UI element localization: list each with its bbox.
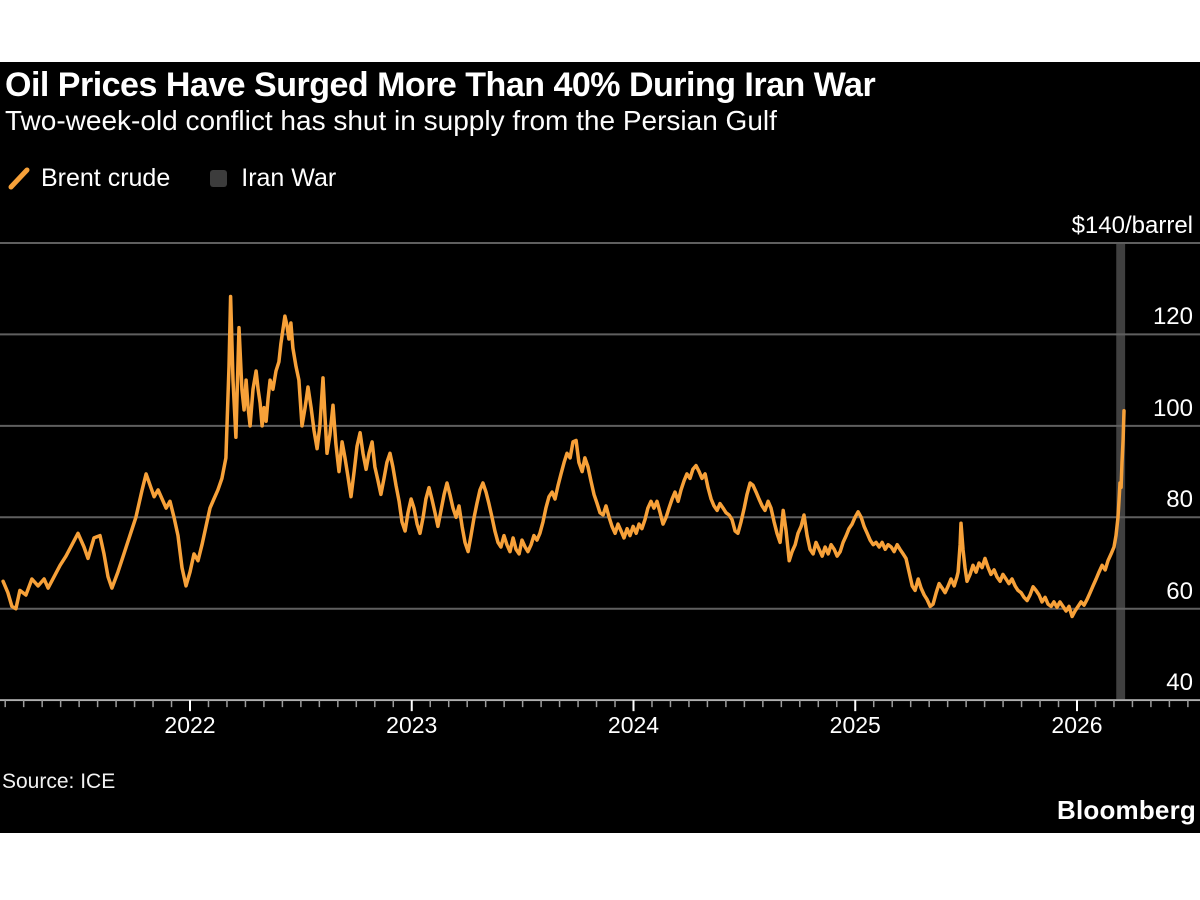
legend-item-brent-crude: Brent crude bbox=[7, 164, 170, 193]
legend: Brent crude Iran War bbox=[7, 163, 336, 193]
legend-item-iran-war: Iran War bbox=[170, 164, 336, 193]
orange-slash-icon bbox=[8, 167, 30, 190]
source-label: Source: ICE bbox=[2, 770, 116, 793]
brent-crude-line bbox=[1, 294, 1126, 619]
bloomberg-logo: Bloomberg bbox=[1056, 795, 1196, 825]
legend-label-brent-crude: Brent crude bbox=[41, 163, 171, 192]
chart-canvas bbox=[0, 242, 1200, 712]
chart-card: $140/barrel 120 100 80 60 40 2022 2023 2024 2025… bbox=[0, 62, 1200, 833]
chart-subtitle: Two-week-old conflict has shut in supply… bbox=[5, 105, 777, 136]
chart-title: Oil Prices Have Surged More Than 40% Dur… bbox=[5, 66, 876, 104]
legend-label-iran-war: Iran War bbox=[241, 163, 337, 192]
gray-square-icon bbox=[210, 169, 228, 187]
